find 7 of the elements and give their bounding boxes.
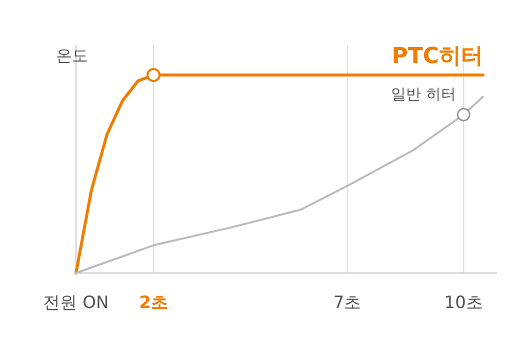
x-tick-label: 전원 ON xyxy=(43,293,109,313)
x-tick-label: 2초 xyxy=(139,293,168,313)
x-tick-label: 7초 xyxy=(333,293,362,313)
series-label: PTC히터 xyxy=(392,44,483,69)
series-label: 일반 히터 xyxy=(391,84,456,103)
y-axis-title: 온도 xyxy=(56,46,88,65)
x-tick-label: 10초 xyxy=(444,293,483,313)
